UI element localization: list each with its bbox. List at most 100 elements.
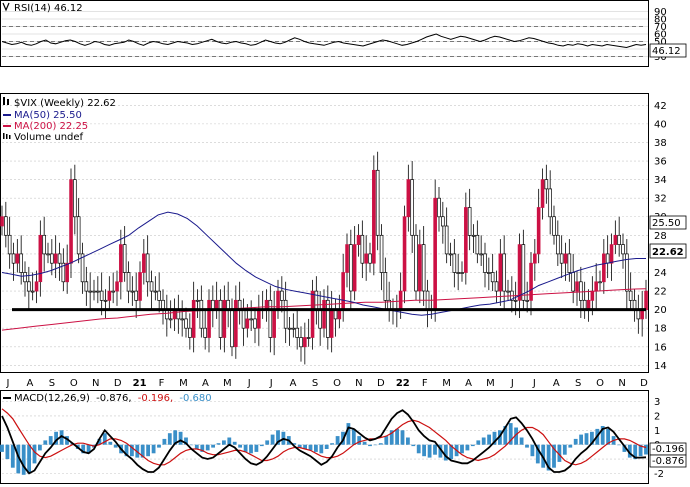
candle-body — [402, 216, 407, 292]
y-tick-label: 3 — [654, 397, 660, 408]
price-last-value-box — [649, 243, 687, 259]
candle-body — [149, 281, 154, 292]
x-tick-label: D — [640, 378, 648, 389]
histogram-bar — [222, 440, 226, 445]
histogram-bar — [151, 444, 156, 454]
histogram-bar — [449, 444, 454, 460]
candle-body — [406, 179, 411, 218]
candle-body — [180, 318, 184, 321]
candle-body — [506, 290, 510, 293]
candle-body — [471, 234, 476, 237]
x-tick-label: A — [202, 378, 209, 389]
ma50-legend-swatch — [3, 114, 11, 116]
macd-y-axis: 3210-1-2 — [654, 397, 664, 480]
x-tick-label: D — [114, 378, 122, 389]
x-tick-label: M — [223, 378, 232, 389]
candle-body — [349, 244, 353, 292]
candle-body — [15, 253, 20, 264]
histogram-bar — [27, 444, 31, 474]
histogram-bar — [525, 444, 529, 448]
histogram-bar — [395, 428, 399, 445]
histogram-bar — [535, 444, 540, 464]
candle-body — [88, 290, 92, 293]
candle-body — [487, 272, 491, 274]
histogram-bar — [617, 444, 621, 446]
candle-body — [544, 179, 549, 190]
candle-body — [383, 272, 388, 301]
candle-body — [142, 253, 146, 273]
x-tick-label: J — [532, 378, 536, 389]
y-tick-label: 90 — [654, 7, 667, 18]
x-tick-label: S — [49, 378, 55, 389]
histogram-bar — [476, 440, 481, 445]
candle-body — [218, 299, 223, 338]
candle-body — [621, 244, 625, 255]
y-tick-label: 36 — [654, 157, 667, 168]
candle-body — [69, 179, 73, 264]
macd-panel: 3210-1-2 -0.196 -0.876 MACD(12,26,9) -0.… — [0, 390, 687, 484]
histogram-bar — [270, 434, 275, 445]
macd-signal-line — [1, 408, 647, 466]
candle-body — [341, 272, 345, 311]
candle-body — [533, 253, 537, 264]
candle-body — [111, 290, 115, 293]
candle-body — [245, 318, 250, 329]
candle-body — [521, 244, 526, 301]
histogram-bar — [65, 436, 69, 445]
histogram-bar — [200, 444, 205, 452]
y-tick-label: 28 — [654, 231, 667, 242]
y-tick-label: 18 — [654, 324, 667, 335]
candle-body — [513, 299, 518, 302]
histogram-bar — [184, 437, 188, 445]
candle-body — [602, 253, 606, 283]
histogram-bar — [427, 444, 432, 458]
candle-body — [306, 337, 311, 339]
histogram-bar — [406, 437, 410, 445]
histogram-bar — [627, 444, 632, 458]
price-legend: $VIX (Weekly) 22.62 MA(50) 25.50 MA(200)… — [3, 97, 116, 143]
candle-body — [34, 281, 39, 292]
y-tick-label: 38 — [654, 138, 667, 149]
histogram-bar — [389, 430, 394, 445]
histogram-bar — [568, 444, 573, 448]
candle-body — [107, 290, 112, 301]
candle-body — [483, 253, 487, 273]
ma50-value-box — [649, 215, 687, 230]
ma200-line — [1, 288, 647, 331]
macd-panel-frame — [0, 390, 649, 484]
y-tick-label: 2 — [654, 411, 660, 422]
rsi-legend-icon — [2, 2, 10, 12]
histogram-bar — [54, 431, 58, 445]
candle-body — [115, 281, 119, 292]
candle-body — [157, 290, 161, 301]
histogram-bar — [216, 443, 221, 445]
histogram-bar — [146, 444, 150, 457]
histogram-bar — [422, 444, 426, 457]
candle-body — [559, 253, 564, 264]
price-panel-frame — [0, 93, 649, 373]
macd-value-box — [649, 454, 687, 468]
macd-legend-macd: -0.876, — [96, 393, 131, 404]
histogram-bar — [346, 423, 351, 445]
histogram-bar — [514, 427, 518, 445]
candle-body — [203, 327, 207, 338]
histogram-bar — [5, 444, 10, 460]
candle-body — [571, 272, 575, 292]
candle-body — [145, 253, 150, 283]
macd-legend-signal: -0.196, — [138, 393, 173, 404]
candle-body — [230, 309, 234, 348]
histogram-bar — [368, 444, 372, 447]
candle-body — [287, 327, 292, 330]
candle-body — [283, 299, 288, 329]
histogram-bar — [362, 441, 367, 445]
candle-body — [122, 244, 127, 273]
x-tick-label: D — [377, 378, 385, 389]
candle-body — [479, 253, 483, 256]
ma50-value-label: 25.50 — [652, 218, 681, 229]
histogram-bar — [530, 444, 535, 457]
histogram-bar — [508, 423, 513, 445]
candle-body — [613, 234, 618, 245]
candle-body — [490, 272, 495, 283]
histogram-bar — [249, 444, 253, 454]
price-last-value-label: 22.62 — [652, 247, 684, 258]
